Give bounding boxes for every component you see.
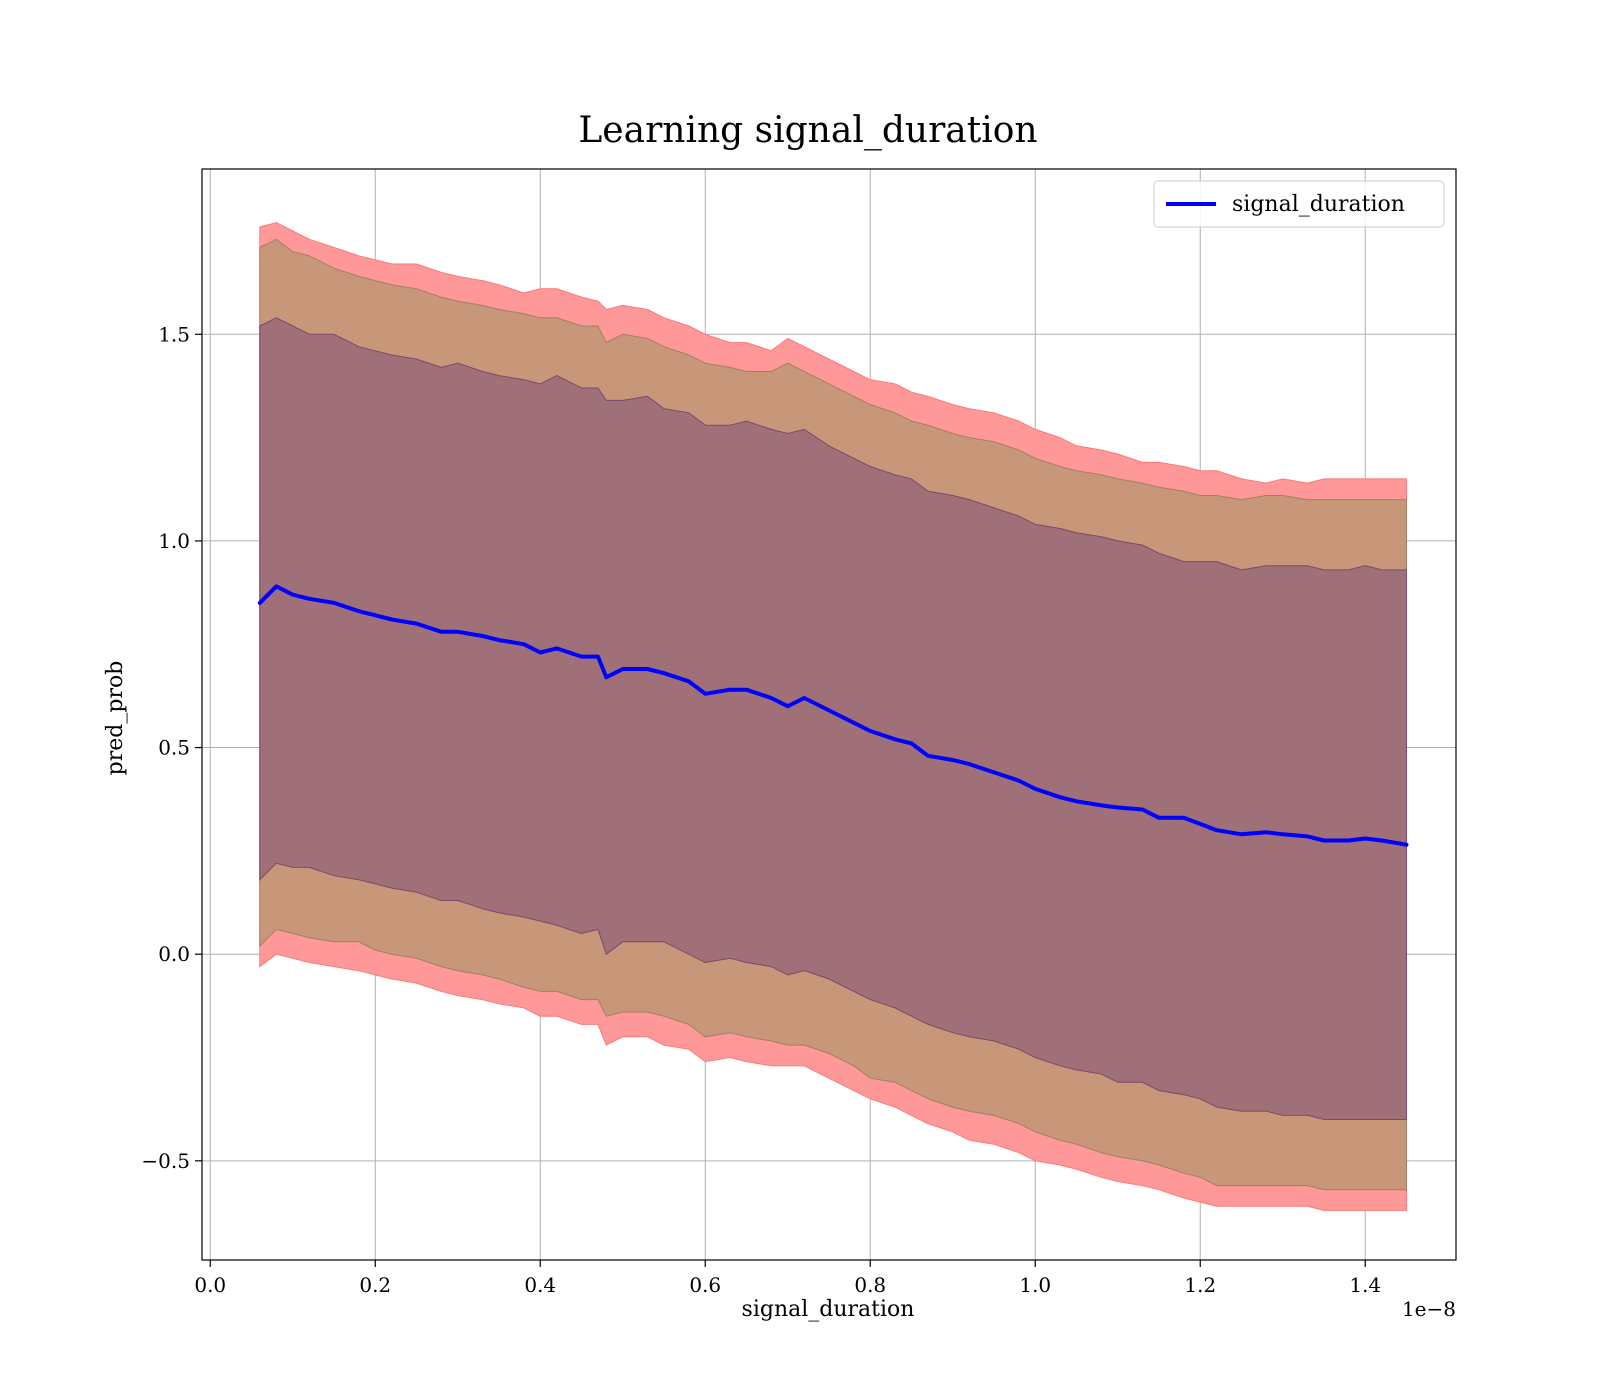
plot-area: 0.0 0.2 0.4 0.6 0.8 1.0 1.2 1.4 −0.5 0.0 0.5 1.0 1.5 [141, 168, 1457, 1297]
x-tick-label: 0.4 [524, 1273, 556, 1297]
band-inner [259, 317, 1407, 1120]
x-axis-offset-label: 1e−8 [1402, 1297, 1456, 1321]
y-tick-label: 0.0 [158, 942, 190, 966]
x-tick-label: 0.0 [194, 1273, 226, 1297]
y-tick-label: −0.5 [141, 1149, 190, 1173]
y-axis-label: pred_prob [103, 661, 128, 776]
chart-title: Learning signal_duration [578, 110, 1037, 151]
axis-ticks: 0.0 0.2 0.4 0.6 0.8 1.0 1.2 1.4 −0.5 0.0 0.5 1.0 1.5 [141, 322, 1381, 1297]
series-line-signal-duration [257, 584, 1409, 847]
y-tick-label: 0.5 [158, 736, 190, 760]
y-tick-label: 1.0 [158, 529, 190, 553]
legend-frame [1153, 180, 1445, 228]
x-tick-label: 0.6 [689, 1273, 721, 1297]
x-tick-label: 0.8 [854, 1273, 886, 1297]
y-tick-label: 1.5 [158, 322, 190, 346]
legend-label: signal_duration [1232, 192, 1405, 217]
x-tick-label: 0.2 [359, 1273, 391, 1297]
confidence-bands [259, 222, 1407, 1211]
plot-frame [201, 168, 1457, 1261]
x-tick-label: 1.0 [1019, 1273, 1051, 1297]
series-lines [257, 584, 1409, 847]
x-axis-label: signal_duration [742, 1297, 915, 1322]
x-tick-label: 1.2 [1184, 1273, 1216, 1297]
legend: signal_duration [1153, 180, 1445, 228]
x-tick-label: 1.4 [1349, 1273, 1381, 1297]
